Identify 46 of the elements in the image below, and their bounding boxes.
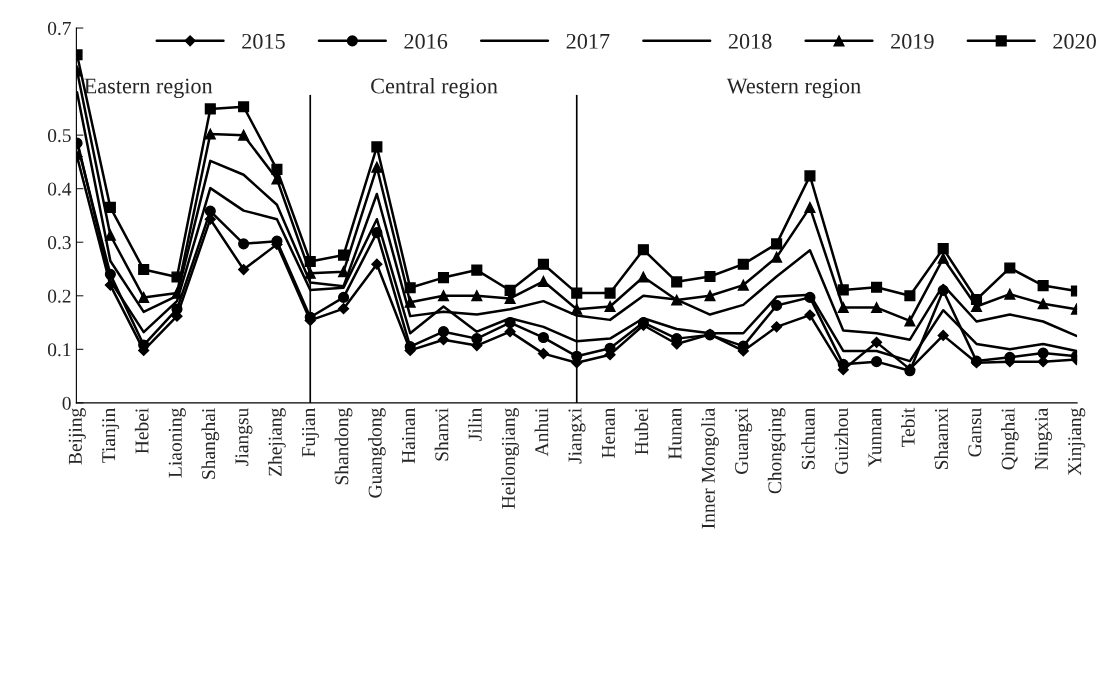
x-tick-label: Inner Mongolia	[701, 408, 719, 529]
x-tick-label: Zhejiang	[268, 408, 286, 476]
x-tick-label: Jilin	[467, 408, 482, 441]
x-tick-label: Guizhou	[834, 408, 849, 474]
x-tick-label: Shaanxi	[934, 408, 949, 470]
x-tick-label: Heilongjiang	[501, 408, 519, 509]
x-tick-label: Shandong	[334, 408, 353, 485]
x-tick-label: Chongqing	[767, 408, 786, 494]
x-tick-label: Hubei	[634, 408, 649, 455]
y-tick-label: 0.2	[47, 289, 71, 303]
y-tick-label: 0	[62, 396, 71, 410]
annotation: Central region	[371, 77, 498, 99]
x-tick-label: Shanghai	[201, 408, 220, 479]
y-tick-label: 0.5	[47, 128, 71, 143]
x-tick-label: Xinjiang	[1068, 408, 1086, 476]
x-tick-label: Jiangsu	[235, 408, 253, 466]
x-tick-label: Guangdong	[368, 408, 386, 498]
annotation: Western region	[726, 78, 861, 99]
x-tick-label: Tianjin	[102, 408, 120, 463]
x-tick-label: Guangxi	[735, 408, 753, 474]
x-tick-label: Jiangxi	[568, 408, 586, 464]
x-tick-label: Sichuan	[801, 408, 815, 470]
legend-label: 2019	[891, 33, 934, 49]
legend-label: 2016	[404, 33, 448, 49]
x-tick-label: Qinghai	[1000, 408, 1019, 470]
y-tick-label: 0.4	[47, 182, 72, 196]
y-tick-label: 0.1	[47, 343, 71, 357]
x-tick-label: Shanxi	[434, 408, 449, 461]
y-tick-label: 0.7	[47, 21, 71, 36]
x-tick-label: Hebei	[134, 408, 149, 454]
x-tick-label: Liaoning	[168, 408, 186, 478]
legend-label: 2015	[242, 33, 285, 49]
x-tick-label: Beijing	[68, 408, 86, 465]
legend-label: 2020	[1053, 33, 1096, 49]
y-tick-label: 0.3	[47, 236, 71, 250]
x-tick-label: Fujian	[302, 408, 320, 457]
x-tick-label: Henan	[602, 408, 615, 458]
x-tick-label: Ningxia	[1034, 408, 1052, 470]
x-tick-label: Anhui	[534, 408, 549, 457]
x-tick-label: Hunan	[668, 408, 682, 460]
x-tick-label: Tebit	[901, 407, 915, 448]
legend-label: 2018	[728, 33, 772, 49]
legend-label: 2017	[566, 33, 610, 49]
x-tick-label: Hainan	[401, 408, 416, 464]
x-tick-label: Yunnan	[868, 408, 882, 467]
x-tick-label: Gansu	[968, 408, 982, 457]
